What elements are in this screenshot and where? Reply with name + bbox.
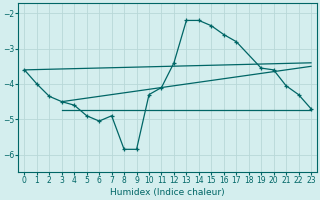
X-axis label: Humidex (Indice chaleur): Humidex (Indice chaleur) bbox=[110, 188, 225, 197]
